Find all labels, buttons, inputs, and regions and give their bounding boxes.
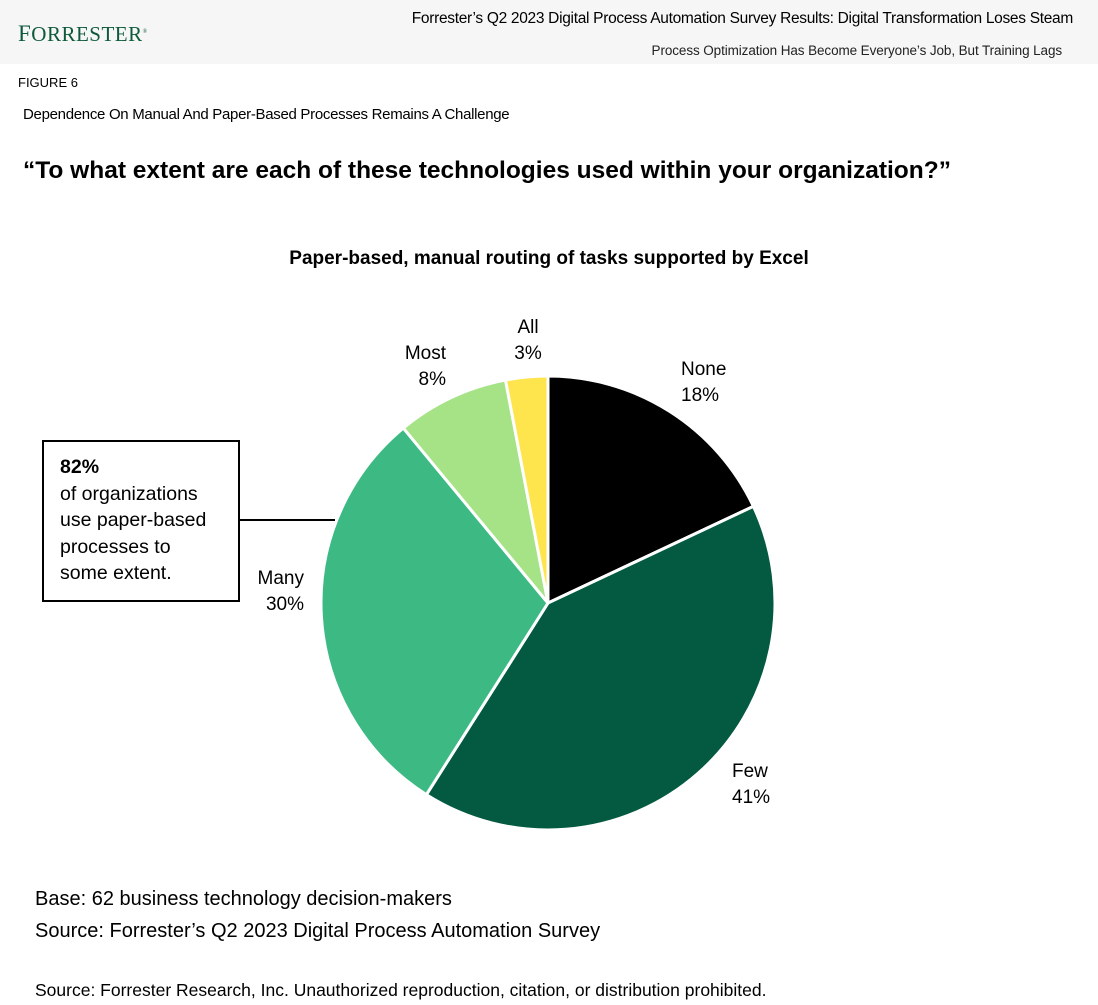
label-name: None — [681, 359, 727, 380]
source-note: Source: Forrester’s Q2 2023 Digital Proc… — [35, 920, 601, 942]
pie-slice-all — [503, 374, 550, 605]
label-name: Most — [404, 343, 446, 364]
label-name: Many — [257, 568, 304, 589]
callout-text: of organizations use paper-based process… — [60, 482, 207, 585]
label-value: 3% — [514, 343, 542, 364]
report-subtitle: Process Optimization Has Become Everyone… — [651, 43, 1063, 58]
callout-connector — [240, 519, 335, 521]
chart-title: Paper-based, manual routing of tasks sup… — [289, 248, 809, 269]
pie-slice-many — [319, 426, 550, 797]
callout-value: 82% — [60, 456, 100, 478]
pie-slice-most — [401, 378, 550, 605]
label-value: 30% — [265, 594, 304, 615]
forrester-logo: FORRESTER® — [18, 21, 148, 46]
label-value: 41% — [732, 787, 771, 808]
pie-slice-none — [546, 374, 755, 605]
figure-label: FIGURE 6 — [18, 75, 78, 90]
report-title: Forrester’s Q2 2023 Digital Process Auto… — [411, 10, 1074, 27]
base-note: Base: 62 business technology decision-ma… — [35, 888, 452, 910]
copyright-note: Source: Forrester Research, Inc. Unautho… — [35, 980, 767, 1000]
label-all: All 3% — [512, 315, 544, 367]
callout-box: 82% of organizations use paper-based pro… — [42, 440, 240, 602]
pie-slice-few — [424, 504, 777, 832]
label-few: Few 41% — [732, 759, 770, 811]
label-many: Many 30% — [252, 566, 304, 618]
survey-question: “To what extent are each of these techno… — [23, 157, 951, 184]
label-none: None 18% — [681, 357, 726, 409]
label-most: Most 8% — [399, 341, 446, 393]
label-name: All — [517, 317, 539, 338]
label-name: Few — [732, 761, 768, 782]
report-header: FORRESTER® Forrester’s Q2 2023 Digital P… — [0, 0, 1098, 64]
label-value: 18% — [681, 385, 720, 406]
figure-title: Dependence On Manual And Paper-Based Pro… — [23, 106, 510, 123]
label-value: 8% — [418, 369, 446, 390]
